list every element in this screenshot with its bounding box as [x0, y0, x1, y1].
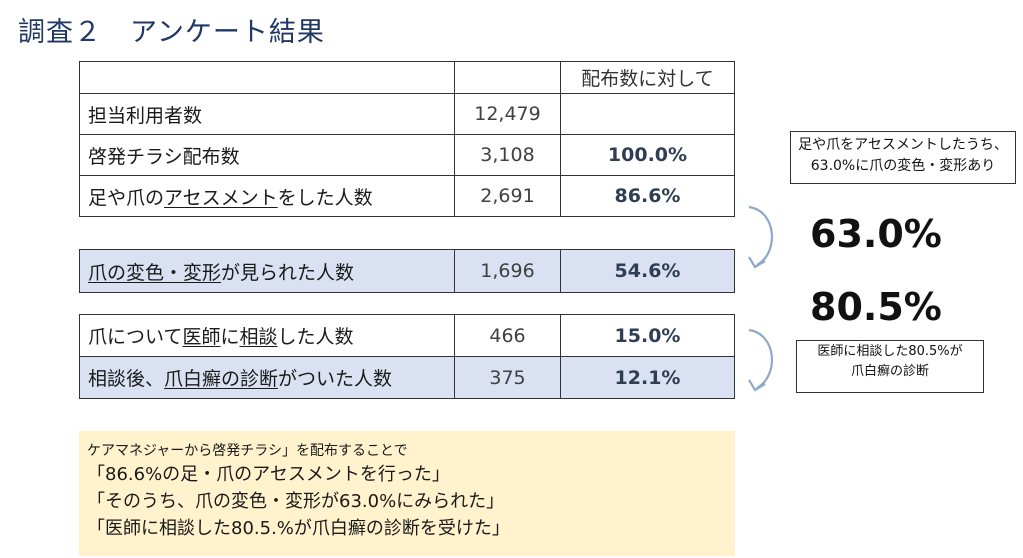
callout-line: 爪白癬の診断: [850, 364, 929, 379]
header-cell: [454, 61, 561, 94]
curved-arrow-icon: [748, 205, 773, 269]
table-header-row: 配布数に対して: [79, 61, 735, 94]
row-label: 爪の変色・変形が見られた人数: [79, 249, 455, 293]
row-percent: 54.6%: [560, 249, 735, 293]
summary-line: 「医師に相談した80.5.%が爪白癬の診断を受けた」: [87, 518, 510, 539]
row-percent: [560, 93, 735, 135]
row-label: 啓発チラシ配布数: [79, 134, 455, 176]
label-part: した人数: [277, 326, 354, 348]
survey-table-consultation: 爪について医師に相談した人数 466 15.0% 相談後、爪白癬の診断がついた人…: [79, 314, 735, 399]
summary-line: 「そのうち、爪の変色・変形が63.0%にみられた」: [87, 491, 505, 512]
label-part: をした人数: [277, 186, 373, 209]
callout-assessment: 足や爪をアセスメントしたうち、 63.0%に爪の変色・変形あり: [790, 131, 1016, 184]
label-part-underlined: 爪の変色・変形: [88, 261, 222, 284]
row-percent: 15.0%: [560, 314, 735, 357]
row-count: 1,696: [454, 249, 561, 293]
row-count: 2,691: [454, 175, 561, 217]
summary-lead: ケアマネジャーから啓発チラシ」を配布することで: [87, 443, 408, 459]
header-cell: [79, 61, 455, 94]
label-part: 爪について: [88, 326, 183, 348]
row-percent: 100.0%: [560, 134, 735, 176]
callout-line: 63.0%に爪の変色・変形あり: [810, 158, 996, 174]
label-part-underlined: 相談: [239, 326, 278, 348]
row-percent: 12.1%: [560, 356, 735, 399]
survey-table-discoloration: 爪の変色・変形が見られた人数 1,696 54.6%: [79, 249, 735, 293]
table-row-highlighted: 爪の変色・変形が見られた人数 1,696 54.6%: [79, 249, 735, 293]
row-count: 3,108: [454, 134, 561, 176]
row-label: 足や爪のアセスメントをした人数: [79, 175, 455, 217]
callout-line: 足や爪をアセスメントしたうち、: [798, 137, 1008, 153]
row-count: 12,479: [454, 93, 561, 135]
label-part: が見られた人数: [221, 261, 355, 284]
label-part-underlined: 爪白癬の診断: [164, 368, 279, 390]
table-row: 爪について医師に相談した人数 466 15.0%: [79, 314, 735, 357]
big-value-diagnosis: 80.5%: [810, 285, 942, 329]
label-part: 相談後、: [88, 368, 165, 390]
table-row: 足や爪のアセスメントをした人数 2,691 86.6%: [79, 175, 735, 217]
page-title: 調査２ アンケート結果: [18, 17, 325, 48]
label-part: 足や爪の: [88, 186, 165, 209]
survey-table-main: 配布数に対して 担当利用者数 12,479 啓発チラシ配布数 3,108 100…: [79, 61, 735, 217]
row-count: 466: [454, 314, 561, 357]
row-label: 爪について医師に相談した人数: [79, 314, 455, 357]
big-value-discoloration: 63.0%: [810, 212, 942, 256]
callout-diagnosis: 医師に相談した80.5%が 爪白癬の診断: [796, 340, 984, 393]
summary-box: ケアマネジャーから啓発チラシ」を配布することで 「86.6%の足・爪のアセスメン…: [79, 431, 735, 556]
label-part: に: [220, 326, 240, 348]
callout-line: 医師に相談した80.5%が: [817, 344, 963, 359]
row-count: 375: [454, 356, 561, 399]
label-part-underlined: 医師: [182, 326, 221, 348]
table-row: 担当利用者数 12,479: [79, 93, 735, 135]
label-part-underlined: アセスメント: [164, 186, 278, 209]
row-percent: 86.6%: [560, 175, 735, 217]
header-cell-ratio: 配布数に対して: [560, 61, 735, 94]
table-row: 啓発チラシ配布数 3,108 100.0%: [79, 134, 735, 176]
table-row-highlighted: 相談後、爪白癬の診断がついた人数 375 12.1%: [79, 356, 735, 399]
row-label: 相談後、爪白癬の診断がついた人数: [79, 356, 455, 399]
row-label: 担当利用者数: [79, 93, 455, 135]
label-part: がついた人数: [278, 368, 393, 390]
curved-arrow-icon: [748, 328, 773, 392]
summary-line: 「86.6%の足・爪のアセスメントを行った」: [87, 464, 450, 485]
